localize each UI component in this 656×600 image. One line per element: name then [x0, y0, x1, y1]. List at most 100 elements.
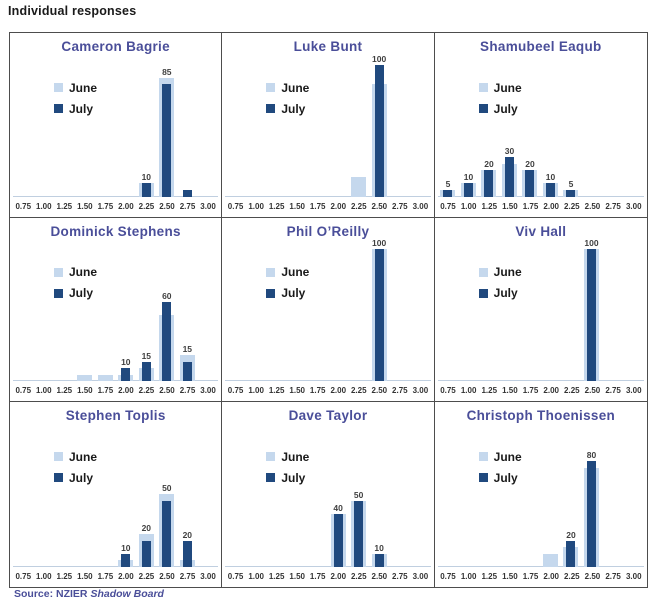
june-swatch-icon	[266, 452, 276, 462]
x-axis-label: 1.75	[97, 572, 114, 581]
legend-label: June	[281, 80, 310, 95]
july-bar	[484, 170, 494, 197]
bar-value-label: 10	[463, 172, 474, 183]
legend-item-june: June	[478, 77, 522, 98]
x-axis-label: 3.00	[200, 386, 216, 396]
chart-panel: Luke Bunt June July 100 0.75 1.00 1.25 1.50 1.75…	[222, 33, 435, 218]
x-axis-label: 1.25	[56, 386, 73, 396]
legend-label: June	[493, 80, 522, 95]
x-axis-label: 2.50	[584, 201, 601, 211]
x-axis-label: 1.00	[36, 201, 52, 211]
legend-item-june: June	[266, 446, 309, 467]
june-swatch-icon	[54, 452, 63, 462]
x-axis-label: 1.25	[481, 201, 498, 211]
x-axis-label: 1.25	[56, 572, 73, 581]
july-swatch-icon	[478, 473, 488, 483]
x-axis-label: 3.00	[200, 201, 216, 211]
x-axis-label: 1.00	[248, 572, 264, 581]
legend-item-june: June	[266, 262, 309, 283]
legend-item-july: July	[54, 283, 97, 304]
legend-item-july: July	[266, 467, 309, 488]
july-bar	[162, 302, 172, 382]
source-note: Source: NZIER Shadow Board	[14, 588, 164, 600]
legend-label: June	[69, 449, 98, 464]
bar-value-label: 5	[445, 179, 451, 190]
x-axis-label: 1.25	[268, 572, 285, 581]
chart-panel: Christoph Thoenissen June July 20 80 0.75 1.00…	[435, 402, 647, 587]
x-axis-label: 2.25	[564, 386, 580, 396]
bar-value-label: 20	[182, 529, 193, 540]
x-axis-label: 1.25	[268, 201, 285, 211]
x-axis-label: 0.75	[227, 572, 244, 581]
july-bar	[162, 84, 172, 197]
legend-item-june: June	[54, 262, 97, 283]
july-bar	[566, 540, 576, 567]
x-axis-label: 1.00	[248, 386, 264, 396]
june-swatch-icon	[266, 83, 276, 92]
panel-title: Luke Bunt	[293, 39, 363, 54]
july-bar	[443, 190, 453, 197]
july-bar	[182, 361, 192, 382]
source-italic: Shadow Board	[90, 588, 164, 600]
legend-label: July	[69, 101, 94, 116]
july-swatch-icon	[478, 104, 488, 113]
legend-label: July	[281, 470, 306, 485]
x-axis-line	[225, 195, 431, 197]
x-axis-label: 1.75	[522, 572, 539, 581]
chart-panel: Stephen Toplis June July 10 20 50 20 0.75 1.00 1.…	[10, 402, 223, 587]
bar-value-label: 10	[141, 172, 152, 183]
x-axis-line	[225, 566, 431, 567]
x-axis-label: 0.75	[15, 201, 32, 211]
x-axis-label: 1.25	[481, 572, 498, 581]
x-axis-label: 1.75	[309, 386, 326, 396]
x-axis-label: 2.00	[330, 572, 347, 581]
legend: June July	[54, 262, 97, 304]
charts-grid: Cameron Bagrie June July 10 85 0.75 1.00 1.25 1.…	[9, 32, 648, 588]
july-bar	[504, 157, 514, 197]
x-axis-label: 3.00	[200, 572, 216, 581]
x-axis-labels: 0.75 1.00 1.25 1.50 1.75 2.00 2.25 2.50 2.75 3.00	[225, 572, 430, 581]
x-axis-label: 0.75	[15, 386, 32, 396]
x-axis-label: 1.00	[460, 386, 477, 396]
legend-label: June	[493, 265, 522, 280]
july-bar	[333, 514, 343, 567]
x-axis-label: 2.25	[564, 572, 580, 581]
x-axis-label: 1.50	[289, 572, 305, 581]
bar-value-label: 100	[372, 53, 387, 64]
x-axis-label: 2.00	[118, 201, 134, 211]
x-axis-label: 2.50	[159, 572, 175, 581]
x-axis-label: 3.00	[625, 201, 642, 211]
x-axis-labels: 0.75 1.00 1.25 1.50 1.75 2.00 2.25 2.50 2.75 3.00	[438, 386, 644, 395]
legend: June July	[54, 446, 97, 488]
legend-item-july: July	[54, 467, 97, 488]
x-axis-label: 1.50	[502, 572, 518, 581]
x-axis-label: 2.75	[392, 572, 408, 581]
x-axis-label: 2.50	[159, 386, 175, 396]
x-axis-label: 3.00	[625, 572, 642, 581]
june-swatch-icon	[478, 83, 488, 92]
june-swatch-icon	[54, 83, 63, 92]
legend-label: July	[281, 286, 306, 301]
bar-value-label: 80	[586, 450, 597, 461]
x-axis-label: 2.25	[138, 386, 155, 396]
x-axis-labels: 0.75 1.00 1.25 1.50 1.75 2.00 2.25 2.50 2.75 3.00	[13, 202, 218, 211]
july-bar	[121, 553, 131, 567]
x-axis-label: 2.50	[584, 572, 601, 581]
x-axis-label: 0.75	[440, 201, 456, 211]
x-axis-label: 1.00	[248, 201, 264, 211]
panel-title: Viv Hall	[515, 223, 567, 239]
bar-value-label: 15	[141, 350, 152, 361]
x-axis-line	[437, 566, 644, 567]
x-axis-label: 2.50	[371, 201, 388, 211]
x-axis-line	[13, 380, 219, 382]
x-axis-label: 2.75	[179, 572, 196, 581]
legend-item-july: July	[478, 98, 522, 119]
x-axis-label: 0.75	[440, 386, 456, 396]
bar-value-label: 40	[333, 503, 343, 514]
x-axis-label: 0.75	[15, 572, 32, 581]
x-axis-label: 1.75	[97, 386, 114, 396]
x-axis-label: 2.75	[605, 201, 621, 211]
bar-value-label: 10	[121, 357, 131, 368]
x-axis-label: 2.00	[543, 386, 559, 396]
july-swatch-icon	[266, 473, 276, 483]
